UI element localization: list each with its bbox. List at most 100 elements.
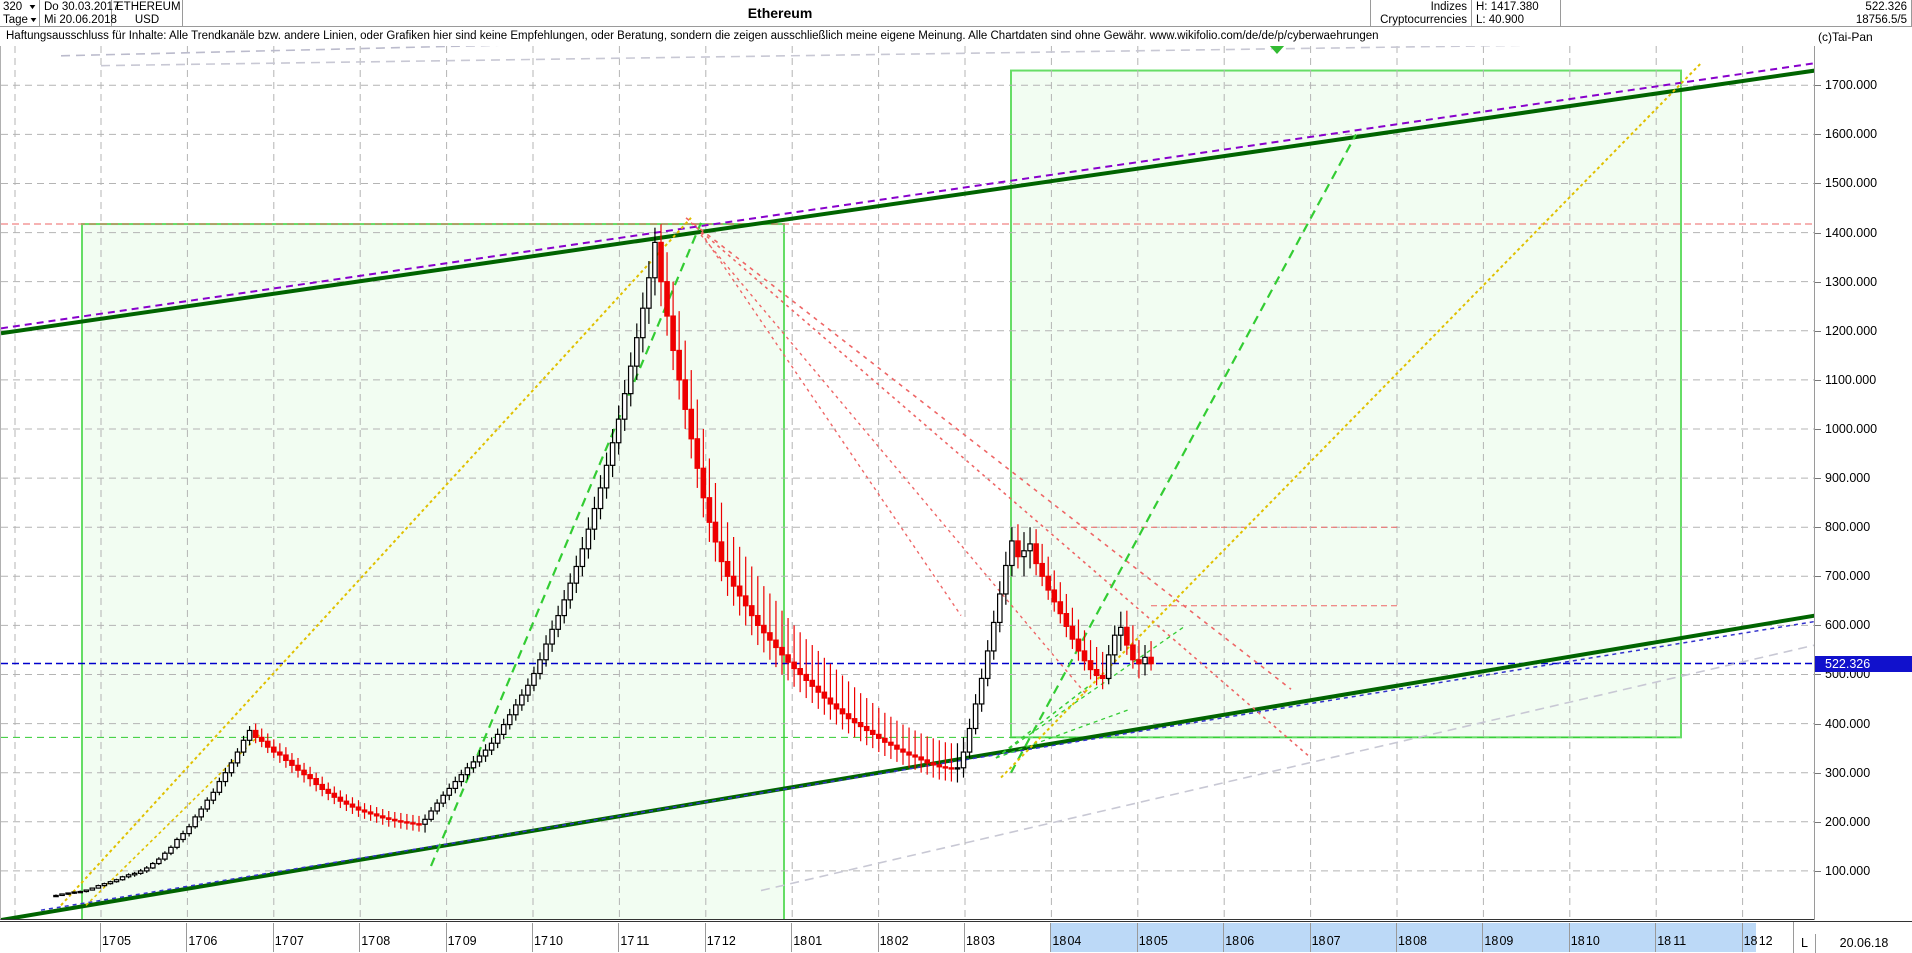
time-tick-separator xyxy=(1223,923,1225,952)
time-tick-month: 06 xyxy=(1240,934,1255,948)
time-axis-right-box: L 20.06.18 xyxy=(1793,922,1912,953)
time-tick-separator xyxy=(618,923,620,952)
time-tick-month: 02 xyxy=(894,934,909,948)
time-tick-year: 17 xyxy=(274,934,289,948)
time-tick-month: 05 xyxy=(117,934,131,948)
interval-value: Tage xyxy=(3,13,28,26)
time-tick-month: 11 xyxy=(1673,934,1687,948)
time-tick-year: 18 xyxy=(1311,934,1326,948)
price-tick-label: 200.000 xyxy=(1815,815,1912,830)
time-tick-label: 01 18 xyxy=(761,932,823,951)
time-tick-label: 05 17 xyxy=(70,932,132,951)
time-tick-month: 12 xyxy=(1758,934,1773,948)
time-tick-label: 10 17 xyxy=(502,932,564,951)
time-tick-year: 18 xyxy=(1484,934,1499,948)
time-tick-label: 11 18 xyxy=(1625,932,1687,951)
last-price: 522.326 xyxy=(1865,0,1907,13)
time-tick-month: 12 xyxy=(721,934,736,948)
time-tick-separator xyxy=(1568,923,1570,952)
disclaimer-text: Haftungsausschluss für Inhalte: Alle Tre… xyxy=(6,30,1379,42)
time-tick-year: 18 xyxy=(1743,934,1758,948)
price-tick-label: 1700.000 xyxy=(1815,78,1912,93)
time-tick-month: 01 xyxy=(808,934,823,948)
chevron-down-icon: ▼ xyxy=(27,3,38,11)
time-tick-label: 09 17 xyxy=(416,932,478,951)
price-tick-label: 1200.000 xyxy=(1815,324,1912,339)
time-tick-separator xyxy=(1309,923,1311,952)
symbol-currency: USD xyxy=(134,13,160,26)
time-tick-year: 17 xyxy=(620,934,635,948)
symbol-name: ETHEREUM xyxy=(116,0,181,13)
time-tick-month: 07 xyxy=(289,934,304,948)
category-group: Indizes xyxy=(1430,0,1467,13)
date-range-box[interactable]: Do 30.03.2017 Mi 20.06.2018 xyxy=(40,0,120,27)
time-tick-separator xyxy=(1396,923,1397,952)
time-tick-month: 11 xyxy=(636,934,650,948)
time-tick-year: 17 xyxy=(102,934,116,948)
time-tick-separator xyxy=(1741,923,1743,952)
price-tick-label: 100.000 xyxy=(1815,864,1912,879)
time-tick-separator xyxy=(445,923,447,952)
time-tick-month: 08 xyxy=(376,934,391,948)
price-tick-label: 800.000 xyxy=(1815,520,1912,535)
time-tick-label: 09 18 xyxy=(1452,932,1514,951)
price-tick-label: 1400.000 xyxy=(1815,226,1912,241)
time-tick-separator xyxy=(791,923,793,952)
price-tick-label: 1000.000 xyxy=(1815,422,1912,437)
period-low: L: 40.900 xyxy=(1476,13,1524,26)
time-tick-year: 17 xyxy=(706,934,721,948)
time-tick-year: 18 xyxy=(1570,934,1585,948)
time-tick-label: 05 18 xyxy=(1107,932,1169,951)
price-axis[interactable]: 1700.000 1600.000 1500.000 1400.000 1300.000… xyxy=(1814,46,1912,920)
time-tick-month: 09 xyxy=(1499,934,1514,948)
chart-plot-area[interactable] xyxy=(0,46,1814,920)
time-tick-month: 10 xyxy=(549,934,563,948)
time-tick-year: 17 xyxy=(534,934,548,948)
time-tick-year: 18 xyxy=(1138,934,1153,948)
time-tick-label: 11 17 xyxy=(588,932,650,951)
interval-dropdown[interactable]: Tage ▼ xyxy=(0,14,39,27)
last-price-marker: 522.326 xyxy=(1815,655,1912,672)
axis-end-date: 20.06.18 xyxy=(1839,936,1889,950)
time-tick-year: 18 xyxy=(1398,934,1412,948)
time-tick-month: 09 xyxy=(462,934,477,948)
time-tick-label: 06 17 xyxy=(156,932,218,951)
time-tick-month: 08 xyxy=(1413,934,1427,948)
chart-header-bar: 320 ▼ Tage ▼ Do 30.03.2017 Mi 20.06.2018… xyxy=(0,0,1912,27)
time-tick-separator xyxy=(100,923,101,952)
time-tick-separator xyxy=(186,923,188,952)
page-title: Ethereum xyxy=(747,5,813,21)
date-from: Do 30.03.2017 xyxy=(44,0,120,13)
last-quote-box: 522.326 18756.5/5 xyxy=(1561,0,1912,27)
symbol-box[interactable]: ETHEREUM USD xyxy=(112,0,183,27)
time-tick-month: 05 xyxy=(1153,934,1168,948)
time-axis[interactable]: L 20.06.18 05 17 06 17 07 17 08 17 09 17 10 17 11 17 1… xyxy=(0,921,1912,953)
time-tick-year: 18 xyxy=(1052,934,1067,948)
time-tick-separator xyxy=(1655,923,1657,952)
time-tick-year: 17 xyxy=(361,934,376,948)
time-tick-year: 18 xyxy=(793,934,808,948)
time-tick-label: 04 18 xyxy=(1020,932,1082,951)
period-high: H: 1417.380 xyxy=(1476,0,1539,13)
time-tick-label: 10 18 xyxy=(1539,932,1601,951)
axis-mode-label[interactable]: L xyxy=(1794,934,1816,953)
time-tick-separator xyxy=(272,923,274,952)
time-tick-year: 18 xyxy=(879,934,894,948)
time-tick-label: 02 18 xyxy=(848,932,910,951)
time-tick-label: 08 18 xyxy=(1366,932,1428,951)
price-tick-label: 300.000 xyxy=(1815,766,1912,781)
chevron-down-icon: ▼ xyxy=(28,16,39,24)
category-box: Indizes Cryptocurrencies xyxy=(1371,0,1472,27)
candlestick-chart xyxy=(1,46,1814,919)
time-tick-year: 17 xyxy=(447,934,462,948)
category-subgroup: Cryptocurrencies xyxy=(1380,13,1467,26)
time-tick-separator xyxy=(877,923,879,952)
time-tick-month: 07 xyxy=(1326,934,1341,948)
time-tick-month: 04 xyxy=(1067,934,1082,948)
time-tick-year: 18 xyxy=(966,934,980,948)
volume-value: 18756.5/5 xyxy=(1855,13,1907,26)
bars-count-dropdown[interactable]: 320 ▼ xyxy=(0,1,39,14)
price-tick-label: 900.000 xyxy=(1815,471,1912,486)
price-tick-label: 400.000 xyxy=(1815,717,1912,732)
time-tick-year: 18 xyxy=(1657,934,1672,948)
